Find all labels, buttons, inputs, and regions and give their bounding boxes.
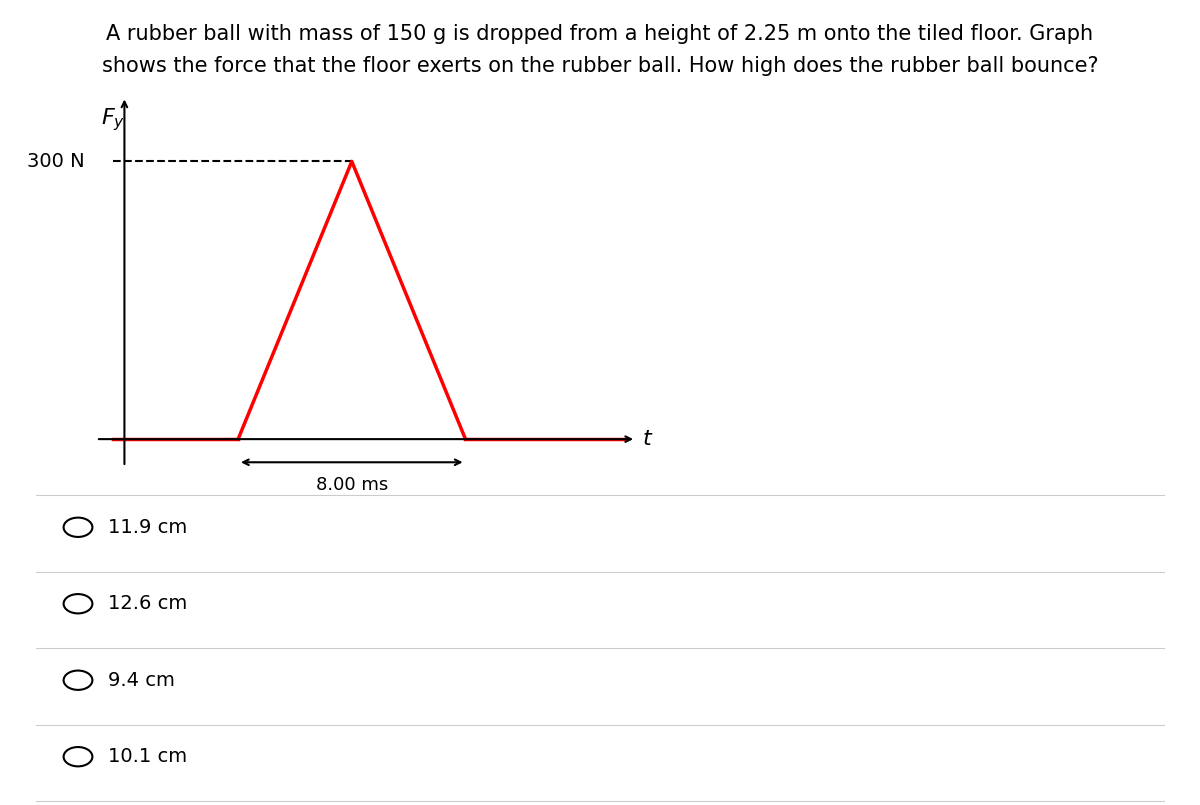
Text: 10.1 cm: 10.1 cm [108, 747, 187, 766]
Text: 300 N: 300 N [28, 152, 85, 171]
Text: 11.9 cm: 11.9 cm [108, 518, 187, 537]
Text: 12.6 cm: 12.6 cm [108, 594, 187, 613]
Text: $t$: $t$ [642, 429, 653, 449]
Text: A rubber ball with mass of 150 g is dropped from a height of 2.25 m onto the til: A rubber ball with mass of 150 g is drop… [107, 24, 1093, 44]
Text: 8.00 ms: 8.00 ms [316, 477, 388, 494]
Text: shows the force that the floor exerts on the rubber ball. How high does the rubb: shows the force that the floor exerts on… [102, 56, 1098, 76]
Text: 9.4 cm: 9.4 cm [108, 671, 175, 690]
Text: $F_y$: $F_y$ [101, 106, 125, 133]
